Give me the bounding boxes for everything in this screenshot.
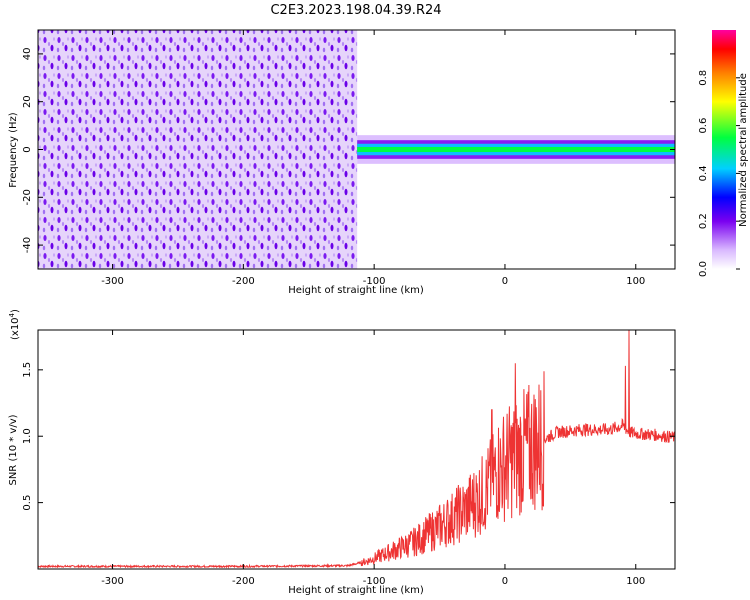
signal-trace — [357, 135, 675, 164]
y-tick-label: 1.5 — [22, 362, 33, 378]
x-tick-label: -100 — [363, 576, 386, 587]
noise-region — [38, 30, 358, 269]
snr-plot — [38, 330, 675, 569]
y-multiplier-label: (x104) — [8, 309, 21, 340]
y-tick-label: -40 — [22, 237, 33, 253]
top-x-axis: -300 -200 -100 0 100 — [101, 30, 645, 287]
x-tick-label: 100 — [626, 576, 645, 587]
y-tick-label: -20 — [22, 189, 33, 205]
colorbar-tick-label: 0.2 — [698, 213, 709, 229]
x-tick-label: 0 — [502, 576, 508, 587]
y-multiplier-exponent: 4 — [8, 312, 16, 317]
bottom-x-axis-label: Height of straight line (km) — [288, 585, 424, 596]
x-tick-label: -100 — [363, 276, 386, 287]
y-tick-label: 0 — [22, 146, 33, 152]
x-tick-label: -300 — [101, 276, 124, 287]
top-y-axis-label: Frequency (Hz) — [8, 112, 19, 188]
colorbar-tick-label: 0.6 — [698, 118, 709, 134]
x-tick-label: -200 — [232, 276, 255, 287]
svg-text:(x104): (x104) — [8, 309, 21, 340]
colorbar-tick-label: 0.0 — [698, 261, 709, 277]
top-chart-title: C2E3.2023.198.04.39.R24 — [270, 3, 441, 18]
bottom-y-axis-label: SNR (10 * v/v) — [8, 414, 19, 485]
x-tick-label: 0 — [502, 276, 508, 287]
x-tick-label: -300 — [101, 576, 124, 587]
x-tick-label: 100 — [626, 276, 645, 287]
y-tick-label: 0.5 — [22, 495, 33, 511]
y-tick-label: 1.0 — [22, 428, 33, 444]
y-tick-label: 20 — [22, 95, 33, 108]
bottom-x-axis: -300 -200 -100 0 100 — [101, 330, 645, 587]
snr-series-line — [38, 330, 675, 569]
trace-core — [357, 146, 675, 153]
colorbar-tick-label: 0.4 — [698, 165, 709, 181]
colorbar-label: Normalized spectral amplitude — [738, 73, 749, 227]
top-y-axis: -40 -20 0 20 40 — [22, 48, 675, 253]
spectrogram-plot — [38, 30, 675, 269]
y-tick-label: 40 — [22, 48, 33, 61]
colorbar — [712, 30, 736, 269]
top-x-axis-label: Height of straight line (km) — [288, 285, 424, 296]
x-tick-label: -200 — [232, 576, 255, 587]
colorbar-tick-label: 0.8 — [698, 70, 709, 86]
bottom-plot-frame — [37, 329, 676, 570]
bottom-y-axis: 0.5 1.0 1.5 — [22, 362, 675, 511]
colorbar-ticks: 0.0 0.2 0.4 0.6 0.8 — [698, 70, 740, 277]
